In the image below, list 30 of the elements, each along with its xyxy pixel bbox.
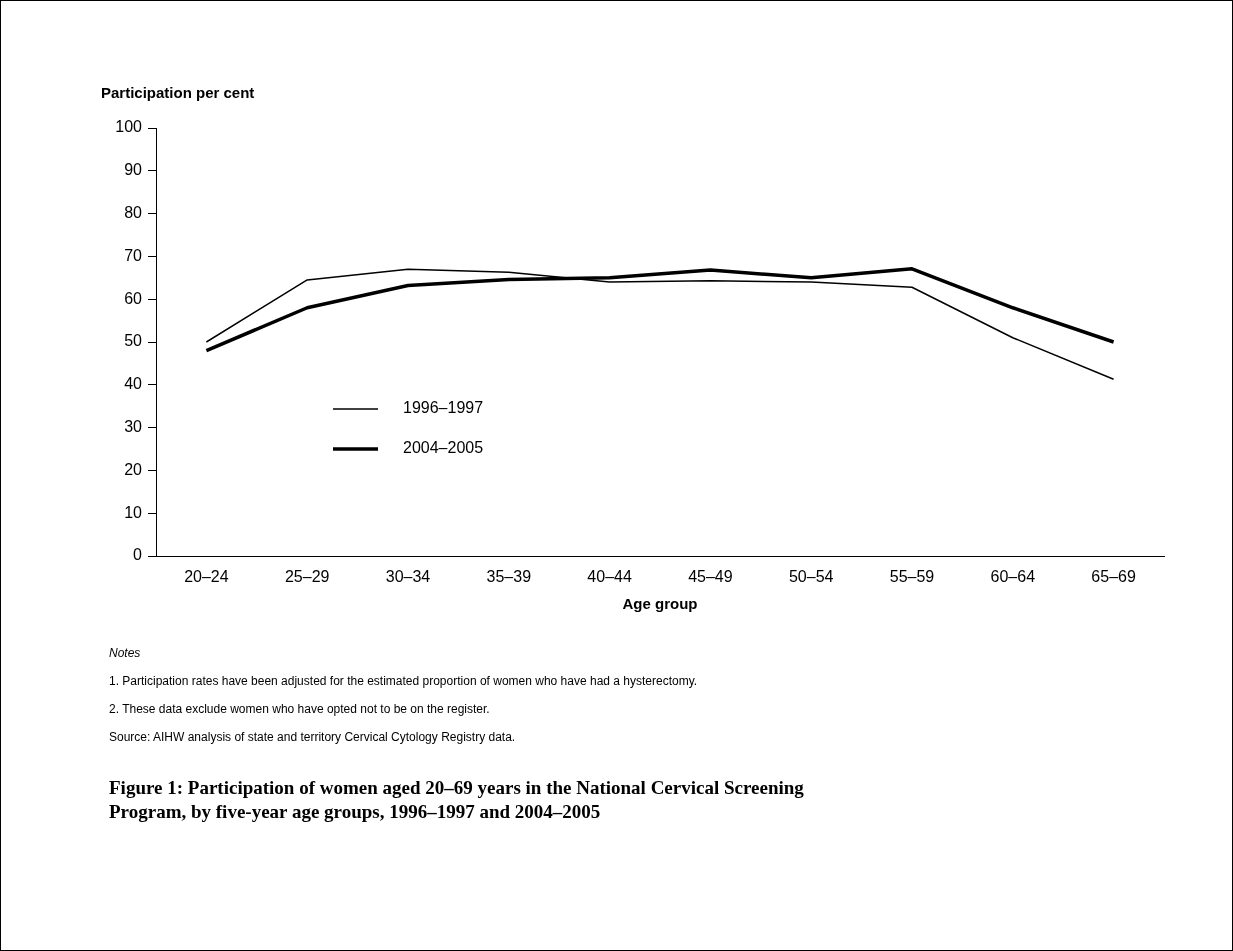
source-note: Source: AIHW analysis of state and territory Cervical Cytology Registry data.	[109, 730, 517, 744]
y-tick-label: 0	[133, 546, 143, 564]
x-tick-label: 50–54	[788, 568, 834, 586]
y-tick-label: 50	[124, 332, 143, 350]
x-tick-label: 35–39	[486, 568, 532, 586]
y-tick-label: 10	[124, 503, 143, 521]
legend-label: 2004–2005	[403, 439, 484, 457]
y-tick-label: 40	[124, 375, 143, 393]
x-tick-label: 20–24	[184, 568, 229, 586]
y-tick-label: 70	[124, 246, 143, 264]
x-tick-label: 60–64	[990, 568, 1036, 586]
text: 1. Participation rates have been adjusted for the estimated proportion of women who have had a hysterectomy.	[109, 674, 698, 688]
y-tick-label: 80	[124, 204, 143, 222]
x-tick-label: 40–44	[587, 568, 632, 586]
x-tick-label: 30–34	[385, 568, 431, 586]
x-tick-label: 45–49	[688, 568, 733, 586]
legend-label: 1996–1997	[403, 399, 484, 417]
y-tick-label: 100	[115, 118, 143, 136]
y-tick-label: 30	[124, 418, 143, 436]
text: 2. These data exclude women who have opted not to be on the register.	[109, 702, 491, 716]
text: Notes	[109, 646, 142, 660]
y-tick-label: 20	[124, 460, 143, 478]
y-tick-label: 90	[124, 161, 143, 179]
y-tick-label: 60	[124, 289, 143, 307]
x-tick-label: 65–69	[1091, 568, 1136, 586]
x-tick-label: 55–59	[889, 568, 935, 586]
x-tick-label: 25–29	[284, 568, 330, 586]
text: Figure 1: Participation of women aged 20–69 years in the National Cervical Screening Program, by five-year age groups, 1996–1997 and 2004–2005	[109, 776, 805, 824]
x-axis-title: Age group	[622, 595, 698, 613]
y-axis-title: Participation per cent	[101, 84, 255, 101]
